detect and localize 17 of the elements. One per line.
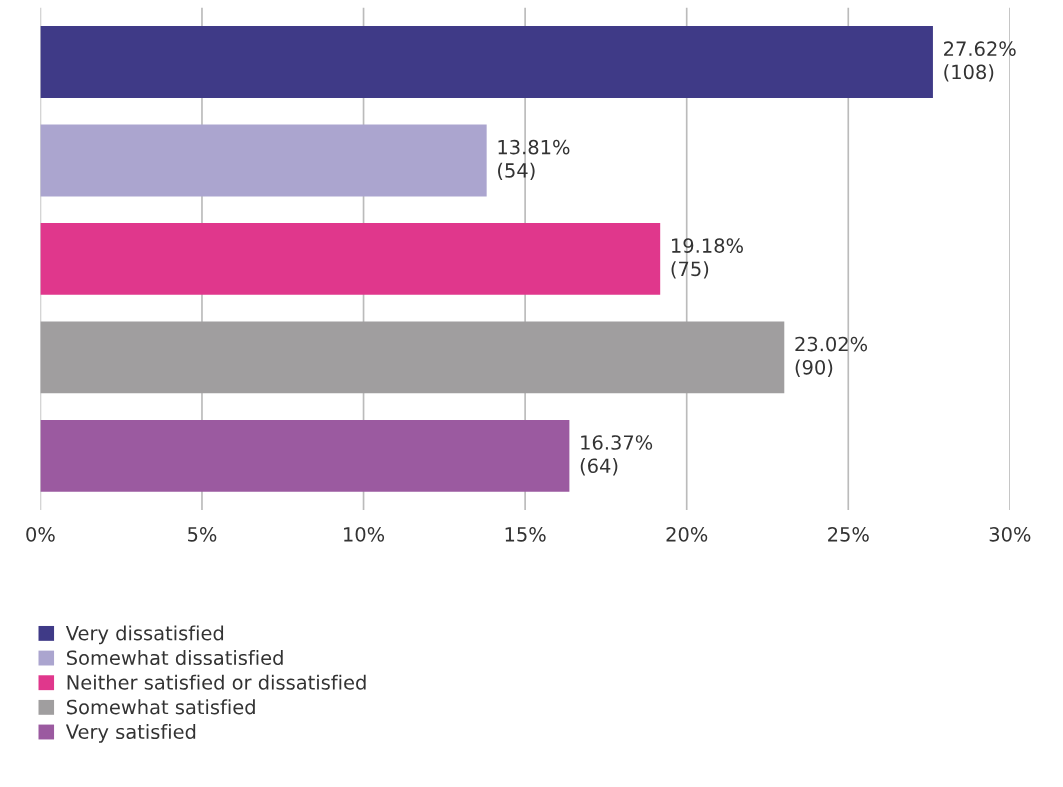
legend-label: Somewhat dissatisfied: [67, 650, 283, 666]
legend-label: Somewhat satisfied: [67, 699, 255, 715]
data-label: 27.62% (108): [944, 41, 1016, 82]
legend-label: Neither satisfied or dissatisfied: [67, 674, 366, 690]
x-tick-label: 5%: [188, 526, 217, 542]
x-tick-label: 25%: [828, 526, 869, 542]
data-label: 23.02% (90): [795, 336, 868, 377]
legend-label: Very dissatisfied: [65, 625, 224, 645]
x-tick-label: 0%: [26, 526, 55, 542]
data-label: 19.18% (75): [671, 238, 743, 279]
x-tick-label: 15%: [505, 526, 546, 542]
data-label: 16.37% (64): [580, 435, 653, 476]
legend-label: Very satisfied: [65, 723, 196, 743]
data-label: 13.81% (54): [498, 139, 570, 181]
x-tick-label: 20%: [666, 526, 708, 542]
x-tick-label: 30%: [989, 526, 1031, 542]
x-tick-label: 10%: [344, 526, 385, 542]
